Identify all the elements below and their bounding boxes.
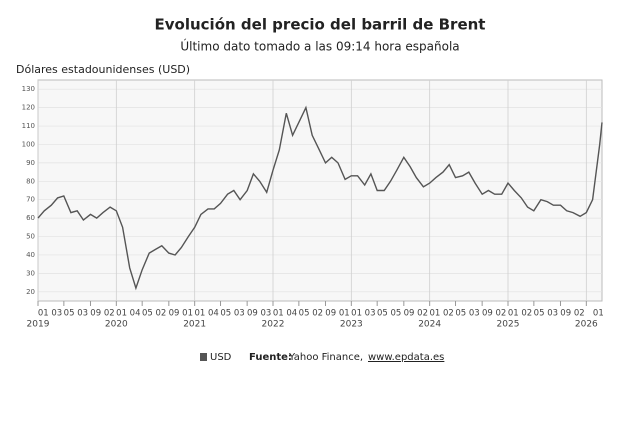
y-tick-label: 40 (26, 251, 35, 259)
y-tick-label: 70 (26, 196, 35, 204)
y-axis-label: Dólares estadounidenses (USD) (16, 63, 190, 76)
x-tick-label: 01 04 (116, 309, 140, 319)
legend-swatch (200, 353, 207, 361)
x-tick-label: 09 02 (404, 309, 428, 319)
x-tick-label: 01 03 (351, 309, 375, 319)
y-tick-label: 120 (22, 104, 35, 112)
x-tick-label: 01 03 (38, 309, 62, 319)
x-year-label: 2025 (497, 320, 520, 330)
source-text: Yahoo Finance, (288, 352, 363, 363)
x-tick-label: 05 03 (220, 309, 244, 319)
y-tick-label: 20 (26, 288, 35, 296)
x-tick-label: 09 02 (560, 309, 584, 319)
x-tick-label: 09 02 (90, 309, 114, 319)
x-tick-label: 01 (593, 309, 604, 319)
x-tick-label: 01 02 (429, 309, 453, 319)
chart-subtitle: Último dato tomado a las 09:14 hora espa… (180, 39, 459, 54)
x-tick-label: 05 03 (64, 309, 88, 319)
x-tick-label: 05 03 (534, 309, 558, 319)
y-tick-label: 50 (26, 233, 35, 241)
x-tick-label: 09 01 (325, 309, 349, 319)
price-line (37, 105, 603, 291)
y-tick-label: 110 (22, 122, 35, 130)
x-tick-label: 01 04 (194, 309, 218, 319)
x-year-label: 2024 (418, 320, 441, 330)
x-year-label: 2023 (340, 320, 363, 330)
x-year-label: 2026 (575, 320, 598, 330)
x-tick-label: 01 02 (508, 309, 532, 319)
x-year-label: 2020 (105, 320, 128, 330)
x-tick-label: 01 04 (273, 309, 297, 319)
y-tick-label: 130 (22, 85, 35, 93)
y-tick-label: 30 (26, 269, 35, 277)
y-tick-label: 100 (22, 140, 35, 148)
x-tick-label: 09 03 (247, 309, 271, 319)
y-tick-label: 90 (26, 159, 35, 167)
x-tick-label: 09 02 (482, 309, 506, 319)
y-tick-label: 80 (26, 177, 35, 185)
x-year-label: 2022 (262, 320, 285, 330)
x-tick-label: 05 02 (299, 309, 323, 319)
y-tick-label: 60 (26, 214, 35, 222)
x-year-label: 2021 (183, 320, 206, 330)
x-tick-label: 05 05 (377, 309, 401, 319)
x-tick-label: 05 03 (455, 309, 479, 319)
legend-label: USD (210, 352, 232, 363)
plot-area (37, 79, 603, 302)
x-tick-label: 05 02 (142, 309, 166, 319)
source-label: Fuente: (249, 352, 292, 363)
x-tick-label: 09 01 (169, 309, 193, 319)
x-year-label: 2019 (27, 320, 50, 330)
chart-title: Evolución del precio del barril de Brent (155, 16, 486, 34)
source-link[interactable]: www.epdata.es (368, 352, 444, 363)
